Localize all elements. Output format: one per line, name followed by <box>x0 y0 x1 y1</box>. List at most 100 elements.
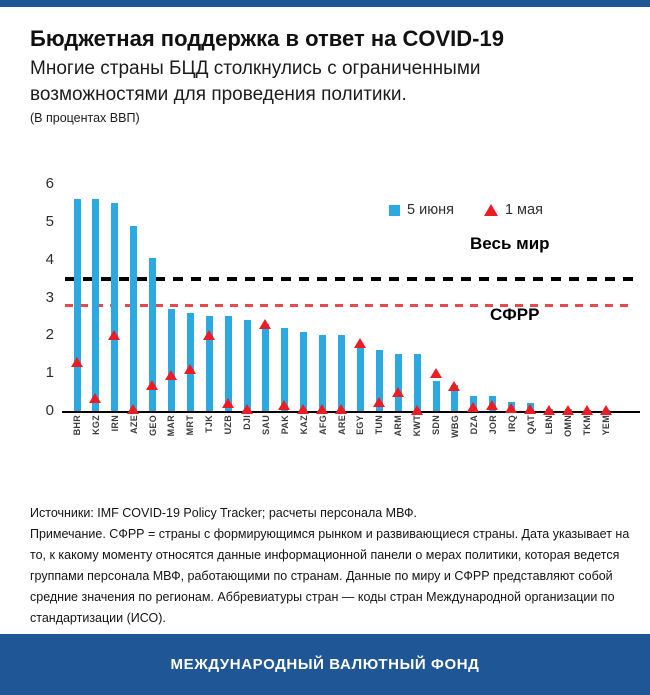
y-tick-1: 1 <box>45 364 54 382</box>
emde-line-label: СФРР <box>490 305 540 324</box>
x-label-afg: AFG <box>317 415 328 435</box>
reference-line-emde <box>65 303 635 307</box>
x-label-kgz: KGZ <box>90 415 101 435</box>
marker-arm <box>391 387 404 398</box>
marker-wbg <box>448 381 461 392</box>
marker-irn <box>108 330 121 341</box>
bar-mar <box>167 308 175 411</box>
marker-lbn <box>542 404 555 415</box>
chart-legend: 5 июня 1 мая <box>389 202 543 218</box>
bar-kgz <box>92 199 100 411</box>
marker-aze <box>127 404 140 415</box>
marker-yem <box>599 404 612 415</box>
x-label-omn: OMN <box>563 415 574 437</box>
red-triangle-icon <box>483 204 498 216</box>
x-label-tjk: TJK <box>204 415 215 433</box>
y-tick-0: 0 <box>45 402 54 419</box>
marker-dza <box>467 402 480 413</box>
bar-tun <box>375 350 383 411</box>
chart-title: Бюджетная поддержка в ответ на COVID-19 <box>30 26 504 51</box>
marker-sdn <box>429 368 442 379</box>
marker-tun <box>372 396 385 407</box>
bar-bhr <box>73 199 81 411</box>
x-label-geo: GEO <box>147 415 158 436</box>
marker-jor <box>486 400 499 411</box>
legend-label-may1: 1 мая <box>504 202 543 218</box>
x-label-sau: SAU <box>260 415 271 435</box>
x-label-dji: DJI <box>242 415 253 430</box>
world-line-label: Весь мир <box>470 234 550 253</box>
x-label-uzb: UZB <box>223 415 234 435</box>
y-tick-3: 3 <box>45 288 54 306</box>
y-tick-4: 4 <box>45 250 54 268</box>
x-label-kwt: KWT <box>412 415 423 437</box>
marker-tkm <box>580 404 593 415</box>
top-accent-bar <box>0 0 650 7</box>
bar-tjk <box>205 316 213 411</box>
bar-wbg <box>451 384 459 411</box>
chart-subtitle: Многие страны БЦД столкнулись с ограниче… <box>30 58 481 105</box>
y-tick-2: 2 <box>45 326 54 344</box>
marker-geo <box>146 379 159 390</box>
bar-aze <box>130 225 138 411</box>
x-label-dza: DZA <box>468 415 479 435</box>
marker-mar <box>164 370 177 381</box>
x-label-mar: MAR <box>166 415 177 437</box>
bar-egy <box>356 344 364 411</box>
imf-banner-label: МЕЖДУНАРОДНЫЙ ВАЛЮТНЫЙ ФОНД <box>170 656 480 673</box>
bar-dji <box>243 320 251 411</box>
imf-banner: МЕЖДУНАРОДНЫЙ ВАЛЮТНЫЙ ФОНД <box>0 634 650 695</box>
unit-note: (В процентах ВВП) <box>30 111 140 125</box>
legend-item-june5: 5 июня <box>389 202 454 218</box>
marker-dji <box>240 404 253 415</box>
x-label-bhr: BHR <box>72 415 82 436</box>
legend-label-june5: 5 июня <box>407 202 454 218</box>
legend-item-may1: 1 мая <box>483 202 543 218</box>
marker-egy <box>353 337 366 348</box>
sources-line: Источники: IMF COVID-19 Policy Tracker; … <box>30 506 417 520</box>
covid-fiscal-support-chart: 5 июня 1 мая Весь мир СФРР 0 1 2 3 4 5 6 BHR KGZ… <box>46 175 640 438</box>
marker-bhr <box>70 356 83 367</box>
marker-uzb <box>221 398 234 409</box>
bar-mrt <box>186 312 194 411</box>
bar-sdn <box>432 380 440 411</box>
marker-qat <box>524 404 537 415</box>
bar-sau <box>262 323 270 411</box>
marker-afg <box>316 404 329 415</box>
y-tick-5: 5 <box>45 212 54 230</box>
y-tick-6: 6 <box>45 175 54 192</box>
marker-are <box>335 404 348 415</box>
marker-tjk <box>202 330 215 341</box>
x-label-jor: JOR <box>487 415 498 435</box>
reference-line-world <box>65 276 635 281</box>
marker-kgz <box>89 392 102 403</box>
x-label-tkm: TKM <box>582 415 593 436</box>
x-label-irq: IRQ <box>506 415 517 432</box>
plot-area: 0 1 2 3 4 5 6 BHR KGZ IRN AZE GEO MAR MRT TJK UZB DJI SAU… <box>46 175 640 438</box>
x-label-yem: YEM <box>601 415 612 436</box>
footnotes: Источники: IMF COVID-19 Policy Tracker; … <box>30 503 638 629</box>
note-paragraph: Примечание. СФРР = страны с формирующимс… <box>30 527 630 625</box>
bar-are <box>338 335 346 411</box>
marker-sau <box>259 318 272 329</box>
x-label-qat: QAT <box>525 415 536 435</box>
x-label-tun: TUN <box>374 415 385 435</box>
x-label-lbn: LBN <box>544 415 555 435</box>
blue-square-icon <box>389 204 400 216</box>
marker-mrt <box>183 364 196 375</box>
x-label-egy: EGY <box>355 415 366 435</box>
bar-pak <box>281 327 289 411</box>
x-label-are: ARE <box>336 415 347 435</box>
marker-omn <box>561 404 574 415</box>
x-label-pak: PAK <box>279 415 290 435</box>
marker-irq <box>505 402 518 413</box>
bar-arm <box>394 354 402 411</box>
bar-afg <box>319 335 327 411</box>
bar-kaz <box>300 331 308 411</box>
x-label-kaz: KAZ <box>298 415 309 435</box>
marker-kwt <box>410 404 423 415</box>
x-label-arm: ARM <box>393 415 404 437</box>
x-label-irn: IRN <box>109 415 120 432</box>
x-label-mrt: MRT <box>185 415 196 436</box>
x-label-sdn: SDN <box>431 415 442 435</box>
